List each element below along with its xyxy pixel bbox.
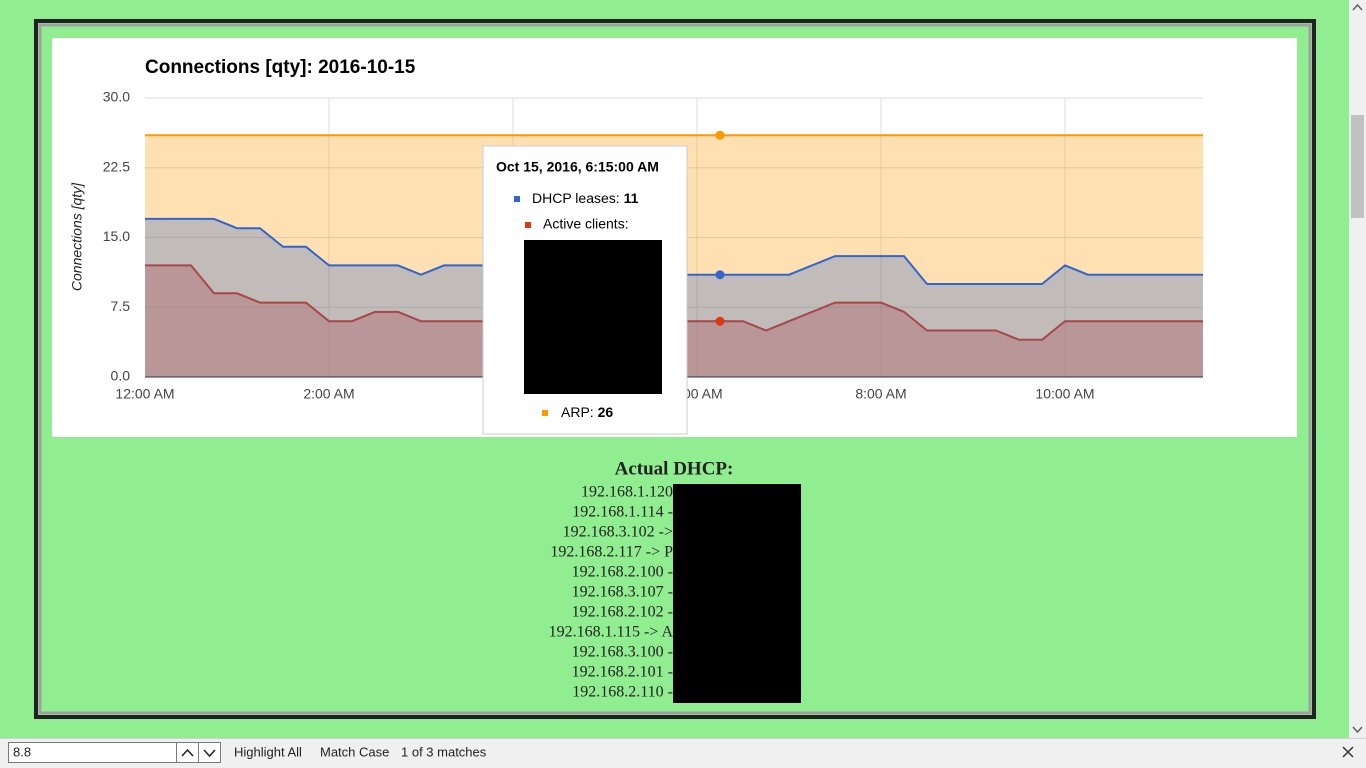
point bbox=[715, 270, 725, 280]
dhcp-line: 192.168.3.107 - bbox=[572, 584, 673, 601]
highlight-all[interactable]: Highlight All bbox=[234, 744, 302, 759]
y-axis-label: Connections [qty] bbox=[69, 182, 85, 291]
y-tick-label: 0.0 bbox=[111, 368, 131, 384]
redaction bbox=[524, 240, 662, 394]
point bbox=[715, 130, 725, 140]
find-input[interactable] bbox=[8, 742, 177, 763]
y-tick-label: 15.0 bbox=[103, 228, 130, 244]
dhcp-line: 192.168.2.117 -> P bbox=[550, 544, 673, 561]
frame-inner bbox=[38, 23, 1312, 715]
tooltip-item: ARP: 26 bbox=[561, 404, 613, 420]
tooltip: Oct 15, 2016, 6:15:00 AM DHCP leases: 11… bbox=[482, 145, 688, 435]
x-tick-label: 2:00 AM bbox=[303, 386, 354, 402]
find-bar bbox=[0, 738, 1366, 768]
find-query: 8.8 bbox=[13, 744, 31, 759]
chart-title: Connections [qty]: 2016-10-15 bbox=[145, 57, 416, 78]
tooltip-swatch bbox=[514, 196, 520, 202]
dhcp-line: 192.168.2.102 - bbox=[572, 604, 673, 621]
tooltip-label: Active clients: bbox=[543, 216, 629, 232]
dhcp-heading: Actual DHCP: bbox=[615, 458, 734, 479]
dhcp-line: 192.168.1.114 - bbox=[572, 504, 673, 521]
find-previous[interactable] bbox=[176, 742, 199, 763]
dhcp-line: 192.168.2.101 - bbox=[572, 664, 673, 681]
match-case[interactable]: Match Case bbox=[320, 744, 389, 759]
find-next[interactable] bbox=[198, 742, 221, 763]
y-tick-label: 30.0 bbox=[103, 89, 130, 105]
up-icon bbox=[181, 748, 194, 757]
scroll-down[interactable] bbox=[1352, 726, 1363, 734]
frame bbox=[34, 19, 1316, 719]
tooltip-title: Oct 15, 2016, 6:15:00 AM bbox=[496, 159, 659, 175]
dhcp-line: 192.168.1.120 bbox=[581, 484, 673, 501]
scrollbar[interactable] bbox=[1349, 0, 1366, 738]
y-tick-label: 22.5 bbox=[103, 158, 130, 174]
tooltip-value: 11 bbox=[624, 190, 639, 206]
tooltip-label: DHCP leases: bbox=[532, 190, 620, 206]
tooltip-swatch bbox=[542, 410, 548, 416]
close-find[interactable] bbox=[1342, 746, 1354, 758]
y-tick-label: 7.5 bbox=[111, 298, 131, 314]
scroll-up[interactable] bbox=[1352, 3, 1363, 11]
x-tick-label: 12:00 AM bbox=[115, 386, 174, 402]
point bbox=[715, 316, 725, 326]
scrollbar-thumb[interactable] bbox=[1351, 115, 1364, 218]
dhcp-list: 192.168.1.120 192.168.1.114 - 192.168.3.10… bbox=[549, 484, 674, 701]
dhcp-line: 192.168.2.100 - bbox=[572, 564, 673, 581]
tooltip-item: DHCP leases: 11 bbox=[532, 190, 639, 206]
tooltip-value: 26 bbox=[598, 404, 614, 420]
down-icon bbox=[203, 749, 216, 758]
dhcp-line: 192.168.3.100 - bbox=[572, 644, 673, 661]
tooltip-swatch bbox=[525, 222, 531, 228]
x-tick-label: 8:00 AM bbox=[855, 386, 906, 402]
tooltip-label: ARP: bbox=[561, 404, 594, 420]
redaction bbox=[673, 484, 801, 703]
dhcp-line: 192.168.2.110 - bbox=[572, 684, 673, 701]
x-tick-label: 10:00 AM bbox=[1035, 386, 1094, 402]
dhcp-line: 192.168.3.102 -> bbox=[563, 524, 673, 541]
find-status: 1 of 3 matches bbox=[401, 744, 487, 759]
dhcp-line: 192.168.1.115 -> A bbox=[549, 624, 674, 641]
